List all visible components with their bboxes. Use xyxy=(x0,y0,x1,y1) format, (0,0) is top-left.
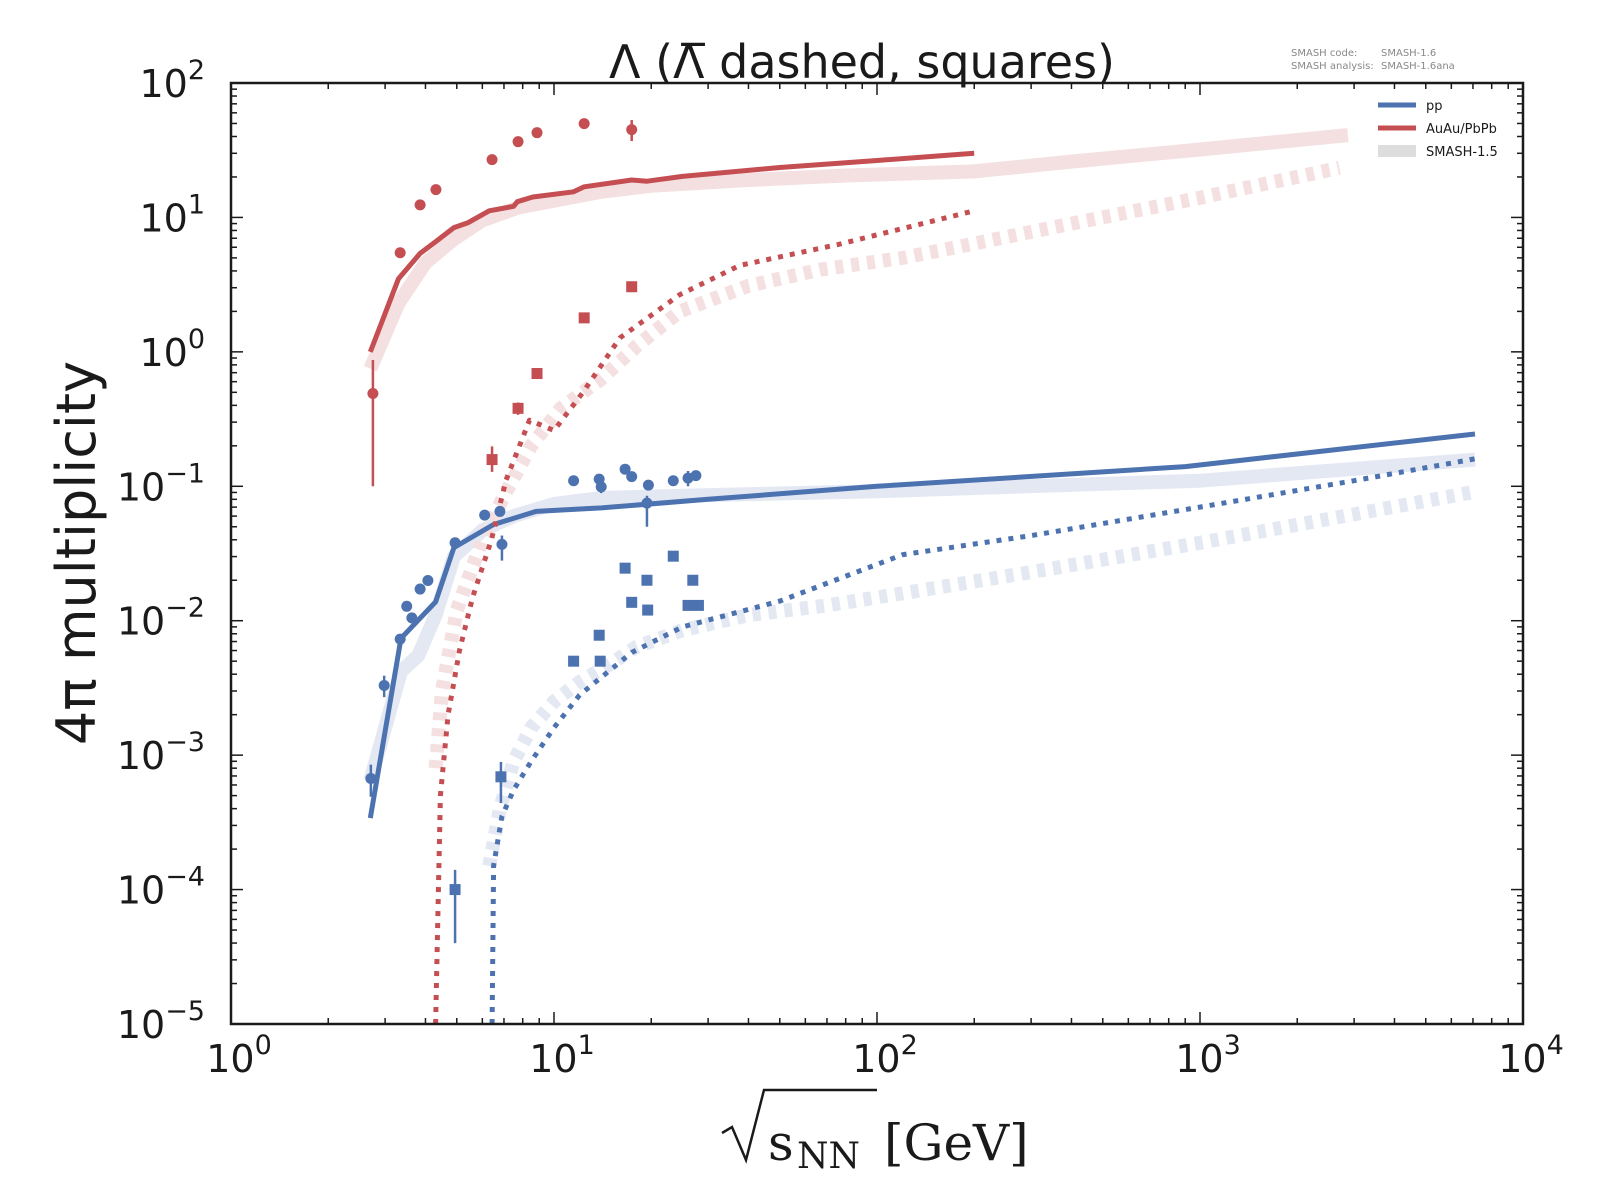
x-tick-label: 102 xyxy=(852,1030,918,1081)
data-point-square xyxy=(449,884,461,896)
x-axis-label-radicand: s xyxy=(768,1114,794,1172)
data-point-circle xyxy=(642,479,654,491)
data-point-square xyxy=(626,281,638,293)
data-point-circle xyxy=(578,118,590,130)
data-point-circle xyxy=(667,475,679,487)
series-line-pp-smash-1-6-anti- xyxy=(489,456,1476,1024)
data-point-circle xyxy=(512,136,524,148)
y-tick-label: 101 xyxy=(139,189,205,240)
data-point-circle xyxy=(449,537,461,549)
data-point-square xyxy=(594,655,606,667)
data-point-circle xyxy=(496,538,508,550)
series-pp-data- xyxy=(365,463,702,797)
legend: pp AuAu/PbPb SMASH-1.5 xyxy=(1378,99,1498,160)
series-layer xyxy=(363,118,1477,1024)
data-point-circle xyxy=(531,127,543,139)
data-point-circle xyxy=(367,388,379,400)
axis-ticks: 100 101 102 103 104 102 101 100 10−1 10−2 10−3 10−4… xyxy=(117,55,1564,1081)
data-point-square xyxy=(512,402,524,414)
x-axis-label: s NN [GeV] xyxy=(721,1088,1029,1177)
data-point-circle xyxy=(365,773,377,785)
data-point-square xyxy=(626,596,638,608)
data-point-circle xyxy=(414,199,426,211)
series-auau-pbpb-data- xyxy=(367,118,638,487)
smash-code-value: SMASH-1.6 xyxy=(1381,48,1436,59)
data-point-square xyxy=(531,368,543,380)
chart-title: Λ (Λ̅ dashed, squares) xyxy=(609,35,1115,89)
data-point-circle xyxy=(626,471,638,483)
y-tick-label: 100 xyxy=(139,324,205,375)
data-point-circle xyxy=(486,154,498,166)
data-point-square xyxy=(642,604,654,616)
data-point-circle xyxy=(401,600,413,612)
y-tick-label: 10−3 xyxy=(117,727,205,778)
y-tick-label: 10−1 xyxy=(117,458,205,509)
data-point-circle xyxy=(568,475,580,487)
series-auau-pbpb-data-anti- xyxy=(486,281,638,472)
data-point-circle xyxy=(406,612,418,624)
y-axis-label: 4π multiplicity xyxy=(45,361,108,745)
data-point-circle xyxy=(430,184,442,196)
data-point-square xyxy=(682,599,694,611)
data-point-square xyxy=(593,629,605,641)
data-point-circle xyxy=(422,575,434,587)
legend-item-smash-1-5: SMASH-1.5 xyxy=(1378,145,1498,160)
x-tick-label: 104 xyxy=(1498,1030,1564,1081)
y-tick-label: 10−5 xyxy=(117,996,205,1047)
data-point-square xyxy=(568,655,580,667)
series-pp-data-anti- xyxy=(449,550,704,944)
series-line-auau-pbpb-smash-1-5-anti- xyxy=(428,160,1341,769)
series-line-auau-pbpb-smash-1-6-anti- xyxy=(433,208,975,1024)
series-line-pp-smash-1-6- xyxy=(367,431,1476,819)
legend-item-auau-pbpb: AuAu/PbPb xyxy=(1378,122,1497,137)
series-line-pp-smash-1-5- xyxy=(363,452,1476,783)
plot-frame xyxy=(229,81,1525,1026)
legend-label: AuAu/PbPb xyxy=(1426,122,1497,137)
data-point-square xyxy=(619,562,631,574)
smash-code-label: SMASH code: xyxy=(1291,48,1357,59)
sqrt-symbol xyxy=(721,1088,877,1164)
data-point-circle xyxy=(626,124,638,136)
data-point-square xyxy=(687,574,699,586)
data-point-square xyxy=(578,312,590,324)
data-point-circle xyxy=(378,679,390,691)
smash-analysis-label: SMASH analysis: xyxy=(1291,61,1374,72)
data-point-circle xyxy=(479,509,491,521)
data-point-circle xyxy=(414,583,426,595)
x-tick-label: 101 xyxy=(529,1030,595,1081)
data-point-square xyxy=(667,550,679,562)
x-tick-label: 103 xyxy=(1175,1030,1241,1081)
data-point-square xyxy=(641,574,653,586)
y-tick-label: 10−2 xyxy=(117,593,205,644)
series-line-auau-pbpb-smash-1-6- xyxy=(367,150,975,353)
data-point-circle xyxy=(494,505,506,517)
data-point-circle xyxy=(690,470,702,482)
x-tick-label: 100 xyxy=(206,1030,272,1081)
series-line-auau-pbpb-smash-1-5- xyxy=(363,128,1349,372)
data-point-square xyxy=(495,771,507,783)
data-point-circle xyxy=(619,463,631,475)
smash-version-annotation: SMASH code: SMASH-1.6 SMASH analysis: SM… xyxy=(1291,48,1455,72)
data-point-circle xyxy=(641,497,653,509)
y-tick-label: 102 xyxy=(139,55,205,106)
x-axis-label-subscript: NN xyxy=(797,1136,860,1177)
legend-label: SMASH-1.5 xyxy=(1426,145,1498,160)
series-line-pp-smash-1-5-anti- xyxy=(482,484,1477,868)
x-axis-label-unit: [GeV] xyxy=(884,1114,1029,1172)
data-point-square xyxy=(692,599,704,611)
smash-analysis-value: SMASH-1.6ana xyxy=(1381,61,1455,72)
legend-label: pp xyxy=(1426,99,1443,114)
y-tick-label: 10−4 xyxy=(117,862,205,913)
legend-item-pp: pp xyxy=(1378,99,1443,114)
data-point-circle xyxy=(595,481,607,493)
data-point-circle xyxy=(394,247,406,259)
data-point-square xyxy=(486,454,498,466)
data-point-circle xyxy=(394,633,406,645)
